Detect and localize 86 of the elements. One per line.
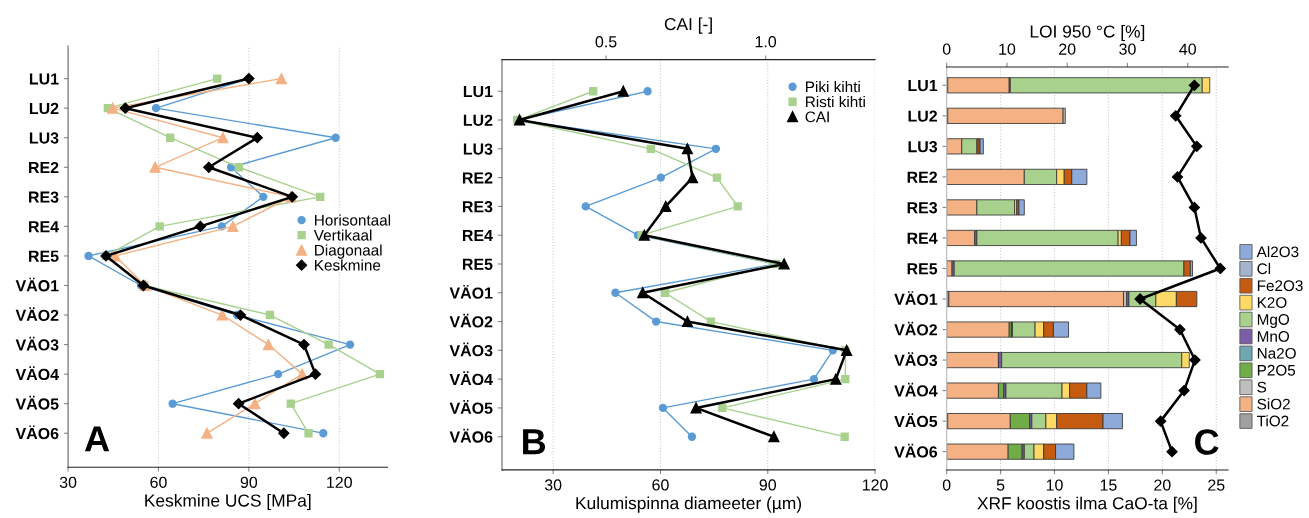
y-tick-label: VÄO3: [15, 336, 59, 351]
legend-label: Fe2O3: [1257, 280, 1303, 292]
y-tick-label: VÄO6: [894, 443, 938, 458]
x2-axis-title: CAI [-]: [664, 17, 712, 34]
x-tick-label: 60: [150, 476, 167, 488]
y-tick-label: VÄO3: [449, 342, 493, 357]
y-tick-label: RE5: [29, 250, 59, 262]
x-axis-title: XRF koostis ilma CaO-ta [%]: [977, 496, 1197, 513]
x-tick-label: 120: [862, 479, 888, 491]
x-tick-label: 20: [1154, 479, 1171, 491]
y-tick-label: VÄO4: [449, 371, 493, 386]
x2-axis-title: LOI 950 °C [%]: [1030, 24, 1145, 42]
x-tick-label: 90: [759, 479, 777, 491]
legend-label: Al2O3: [1256, 246, 1299, 258]
legend-label: Vertikaal: [313, 229, 372, 241]
x-tick-label: 25: [1208, 479, 1225, 491]
y-tick-label: RE5: [462, 258, 493, 270]
x-tick-label: 5: [996, 479, 1005, 491]
y-tick-label: VÄO2: [894, 321, 937, 336]
y-tick-label: RE2: [907, 171, 937, 183]
y-tick-label: VÄO5: [15, 395, 59, 410]
legend-label: TiO2: [1256, 415, 1289, 427]
x2-tick-label: 10: [999, 43, 1016, 55]
x-tick-label: 10: [1046, 479, 1063, 491]
x-axis-title: Keskmine UCS [MPa]: [145, 493, 311, 511]
y-tick-label: RE3: [462, 201, 493, 213]
legend-label: Cl: [1257, 262, 1271, 275]
x2-tick-label: 20: [1059, 43, 1076, 55]
annotation: A: [84, 426, 110, 452]
x-axis-title: Kulumispinna diameeter (µm): [576, 496, 802, 513]
y-tick-label: LU3: [29, 132, 59, 144]
y-tick-label: RE4: [907, 232, 938, 244]
y-tick-label: LU1: [463, 86, 493, 98]
x-tick-label: 60: [652, 479, 669, 491]
annotation: C: [1195, 429, 1219, 455]
x-tick-label: 15: [1100, 479, 1117, 491]
y-tick-label: VÄO6: [449, 428, 493, 443]
legend-label: SiO2: [1257, 398, 1290, 410]
legend-label: Na2O: [1257, 347, 1296, 359]
x2-tick-label: 0.5: [595, 36, 617, 48]
y-tick-label: LU3: [463, 143, 493, 155]
y-tick-label: VÄO6: [15, 425, 59, 440]
y-tick-label: VÄO1: [449, 284, 493, 299]
legend-label: MnO: [1257, 331, 1290, 342]
legend-label: Horisontaal: [315, 214, 391, 226]
y-tick-label: RE2: [462, 172, 493, 184]
x2-tick-label: 1.0: [755, 36, 777, 48]
y-tick-label: VÄO4: [894, 382, 938, 397]
y-tick-label: RE3: [29, 191, 59, 203]
y-tick-label: RE2: [29, 161, 59, 174]
x-tick-label: 30: [59, 476, 77, 488]
x2-tick-label: 30: [1119, 43, 1136, 55]
x-tick-label: 0: [942, 479, 951, 491]
x-tick-label: 120: [327, 476, 352, 488]
y-tick-label: RE4: [462, 229, 493, 241]
x-tick-label: 90: [240, 476, 258, 488]
x2-tick-label: 0: [942, 43, 951, 55]
legend-label: Keskmine: [315, 259, 381, 271]
y-tick-label: RE4: [29, 221, 59, 233]
legend-label: Risti kihti: [806, 96, 865, 108]
y-tick-label: VÄO1: [894, 291, 938, 305]
x2-tick-label: 40: [1179, 43, 1196, 55]
y-tick-label: LU2: [463, 114, 493, 126]
legend-label: K2O: [1257, 297, 1287, 308]
y-tick-label: VÄO4: [15, 366, 59, 381]
legend-label: P2O5: [1257, 364, 1296, 376]
y-tick-label: LU2: [29, 102, 59, 115]
y-tick-label: VÄO3: [894, 352, 938, 367]
annotation: B: [523, 429, 546, 455]
y-tick-label: VÄO1: [15, 277, 59, 292]
legend-label: MgO: [1257, 314, 1290, 328]
legend-label: Piki kihti: [806, 81, 860, 93]
y-tick-label: LU2: [908, 110, 937, 122]
y-tick-label: VÄO5: [894, 413, 938, 428]
y-tick-label: RE3: [907, 202, 938, 214]
y-tick-label: LU1: [908, 80, 938, 92]
y-tick-label: LU1: [29, 73, 59, 85]
legend-label: CAI: [805, 111, 829, 123]
y-tick-label: LU3: [908, 140, 938, 153]
x-tick-label: 30: [544, 479, 562, 491]
legend-label: Diagonaal: [315, 244, 382, 259]
y-tick-label: VÄO5: [449, 400, 493, 414]
legend-label: S: [1257, 381, 1267, 393]
y-tick-label: RE5: [907, 263, 938, 275]
y-tick-label: VÄO2: [449, 313, 493, 328]
y-tick-label: VÄO2: [15, 307, 59, 321]
